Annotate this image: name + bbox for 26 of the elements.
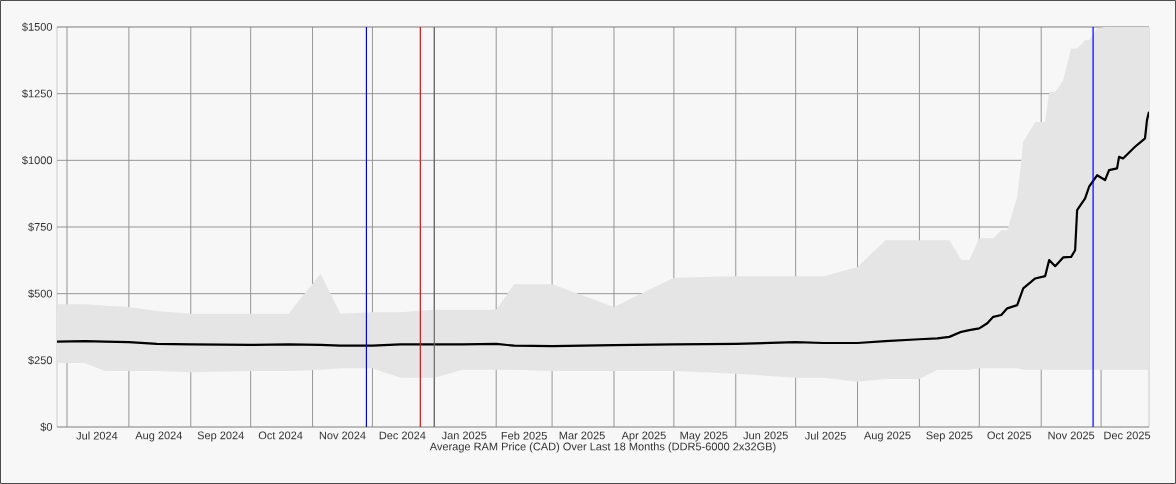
x-tick-label: Dec 2024 <box>379 431 426 440</box>
x-tick-label: Feb 2025 <box>501 431 547 440</box>
y-tick-label: $0 <box>40 422 53 432</box>
x-tick-label: Oct 2024 <box>258 431 303 440</box>
x-tick-label: Dec 2025 <box>1104 431 1151 440</box>
x-tick-label: Aug 2024 <box>135 431 183 442</box>
x-tick-label: Sep 2025 <box>926 431 973 442</box>
y-tick-label: $750 <box>28 222 53 232</box>
x-tick-label: May 2025 <box>680 431 728 442</box>
x-tick-label: Sep 2024 <box>197 431 244 442</box>
x-tick-label: Jan 2025 <box>441 431 487 440</box>
y-tick-label: $1500 <box>22 22 53 32</box>
y-tick-label: $1250 <box>22 89 53 99</box>
x-axis-title: Average RAM Price (CAD) Over Last 18 Months (DDR5-6000 2x32GB) <box>429 442 776 453</box>
x-tick-label: Apr 2025 <box>621 431 666 442</box>
x-tick-label: Jun 2025 <box>743 431 788 440</box>
x-tick-label: Jul 2025 <box>804 431 846 440</box>
x-tick-label: Nov 2024 <box>319 431 366 440</box>
y-tick-label: $250 <box>28 355 53 365</box>
x-tick-label: Aug 2025 <box>863 431 911 442</box>
x-tick-label: Jul 2024 <box>76 431 118 440</box>
x-tick-label: Oct 2025 <box>987 431 1032 440</box>
y-tick-label: $1000 <box>22 155 53 165</box>
x-tick-label: Nov 2025 <box>1048 431 1095 440</box>
y-tick-label: $500 <box>28 289 53 299</box>
x-tick-label: Mar 2025 <box>559 431 605 440</box>
